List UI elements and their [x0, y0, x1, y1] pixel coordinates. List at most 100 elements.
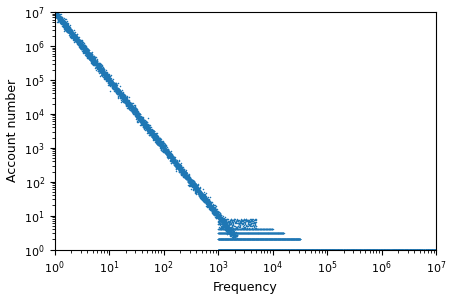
Point: [223, 224, 230, 228]
Point: [226, 231, 234, 236]
Point: [221, 225, 228, 230]
Point: [121, 100, 129, 105]
Point: [225, 228, 232, 233]
Point: [143, 128, 151, 133]
Point: [83, 49, 90, 53]
Point: [297, 247, 304, 252]
Point: [171, 158, 178, 163]
Point: [404, 247, 411, 252]
Point: [79, 49, 86, 54]
Point: [405, 247, 413, 252]
Point: [233, 226, 240, 230]
Point: [285, 237, 293, 242]
Point: [222, 247, 229, 252]
Point: [308, 247, 315, 252]
Point: [143, 128, 150, 133]
Point: [195, 194, 202, 199]
Point: [215, 210, 222, 215]
Point: [194, 188, 201, 193]
Point: [61, 23, 68, 28]
Point: [216, 213, 223, 218]
Point: [68, 31, 75, 36]
Point: [207, 204, 214, 209]
Point: [54, 13, 61, 18]
Point: [235, 221, 242, 226]
Point: [137, 118, 144, 122]
Point: [268, 247, 275, 252]
Point: [52, 11, 59, 16]
Point: [193, 187, 201, 192]
Point: [399, 247, 406, 252]
Point: [217, 247, 224, 252]
Point: [362, 247, 369, 252]
Point: [226, 228, 233, 233]
Point: [313, 247, 320, 252]
Point: [244, 247, 251, 252]
Point: [227, 247, 235, 252]
Point: [222, 231, 229, 236]
Point: [70, 35, 78, 40]
Point: [317, 247, 324, 252]
Point: [76, 40, 83, 45]
Point: [133, 110, 140, 115]
Point: [115, 91, 122, 95]
Point: [238, 247, 245, 252]
Point: [404, 247, 411, 252]
Point: [194, 192, 202, 197]
Point: [253, 247, 261, 252]
Point: [90, 61, 97, 66]
Point: [85, 52, 92, 57]
Point: [102, 72, 109, 77]
Point: [214, 247, 221, 252]
Point: [277, 247, 285, 252]
Point: [194, 190, 201, 194]
Point: [297, 247, 304, 252]
Point: [415, 247, 422, 252]
Point: [168, 156, 175, 161]
Point: [216, 247, 223, 252]
Point: [112, 85, 120, 90]
Point: [83, 50, 90, 54]
Point: [432, 247, 439, 252]
Point: [294, 237, 301, 242]
Point: [176, 164, 183, 169]
Point: [400, 247, 408, 252]
Point: [165, 153, 172, 158]
Point: [61, 24, 69, 28]
Point: [421, 247, 428, 252]
Point: [246, 237, 253, 242]
Point: [72, 37, 79, 42]
Point: [244, 223, 252, 228]
Point: [193, 184, 200, 188]
Point: [72, 33, 79, 38]
Point: [134, 114, 141, 119]
Point: [227, 227, 234, 232]
Point: [196, 193, 203, 197]
Point: [153, 133, 160, 138]
Point: [158, 141, 165, 146]
Point: [148, 134, 155, 138]
Point: [335, 247, 342, 252]
Point: [295, 247, 302, 252]
Point: [209, 208, 216, 212]
Point: [322, 247, 329, 252]
Point: [282, 237, 289, 242]
Point: [154, 140, 161, 145]
Point: [234, 247, 241, 252]
Point: [396, 247, 403, 252]
Point: [230, 231, 237, 236]
Point: [142, 123, 149, 128]
Point: [152, 140, 159, 145]
Point: [309, 247, 316, 252]
Point: [239, 247, 247, 252]
Point: [427, 247, 434, 252]
Point: [51, 10, 58, 14]
Point: [221, 231, 228, 236]
Point: [204, 200, 212, 205]
Point: [85, 50, 92, 55]
Point: [246, 227, 253, 232]
Point: [378, 247, 386, 252]
Point: [297, 247, 304, 252]
Point: [185, 176, 192, 181]
Point: [342, 247, 350, 252]
